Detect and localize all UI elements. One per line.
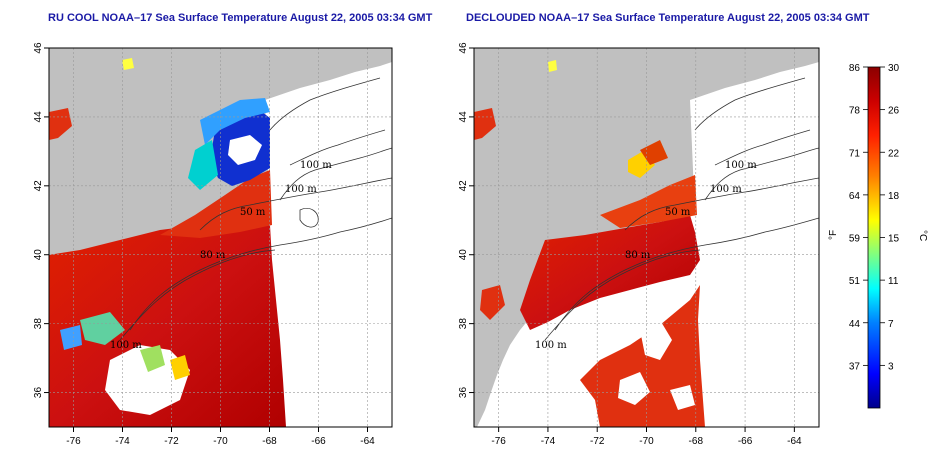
- left-panel-title: RU COOL NOAA–17 Sea Surface Temperature …: [48, 12, 433, 24]
- celsius-tick-label: 26: [888, 106, 900, 117]
- contour-label-2: 100 m: [285, 184, 317, 195]
- lat-tick-label: 46: [33, 42, 44, 54]
- lat-tick-label: 44: [33, 111, 44, 123]
- fahrenheit-tick-label: 59: [849, 234, 861, 245]
- lon-tick-label: -66: [311, 436, 326, 447]
- contour-label-5: 100 m: [110, 340, 142, 351]
- lat-tick-label: 36: [33, 387, 44, 399]
- colorbar-ticks: 30 26 22 18 15 11 7 3 86 78 71 64 59 51 44 37: [849, 63, 900, 372]
- lon-tick-label: -72: [164, 436, 179, 447]
- celsius-tick-label: 30: [888, 63, 900, 74]
- contour-label-3: 50 m: [665, 207, 691, 218]
- bathymetry-contours: [544, 77, 819, 341]
- lon-tick-label: -76: [491, 436, 506, 447]
- right-map-panel: 100 m 100 m 50 m 80 m 100 m -76 -74 -72 -70…: [458, 42, 820, 447]
- lat-tick-label: 40: [458, 249, 469, 261]
- lon-tick-label: -74: [541, 436, 556, 447]
- lon-tick-label: -70: [213, 436, 228, 447]
- lat-tick-label: 40: [33, 249, 44, 261]
- sst-declouded: [520, 215, 700, 330]
- lat-tick-label: 46: [458, 42, 469, 54]
- fahrenheit-tick-label: 64: [849, 191, 861, 202]
- right-panel-title: DECLOUDED NOAA–17 Sea Surface Temperatur…: [466, 12, 870, 24]
- contour-label-4: 80 m: [200, 250, 226, 261]
- fahrenheit-tick-label: 78: [849, 106, 861, 117]
- bathymetry-contours: [119, 77, 392, 341]
- lat-tick-label: 38: [458, 318, 469, 330]
- celsius-tick-label: 7: [888, 319, 894, 330]
- fahrenheit-label: °F: [828, 230, 839, 240]
- contour-label-1: 100 m: [300, 160, 332, 171]
- fahrenheit-tick-label: 44: [849, 319, 861, 330]
- lon-tick-label: -64: [787, 436, 802, 447]
- celsius-tick-label: 18: [888, 191, 900, 202]
- celsius-tick-label: 11: [888, 276, 899, 287]
- contour-label-3: 50 m: [240, 207, 266, 218]
- contour-label-1: 100 m: [725, 160, 757, 171]
- lat-tick-label: 36: [458, 387, 469, 399]
- colorbar: 30 26 22 18 15 11 7 3 86 78 71 64 59 51 44 37 °F °C: [828, 63, 928, 409]
- celsius-tick-label: 15: [888, 234, 900, 245]
- contour-label-5: 100 m: [535, 340, 567, 351]
- celsius-label: °C: [917, 230, 928, 241]
- lon-tick-label: -68: [689, 436, 704, 447]
- celsius-tick-label: 22: [888, 148, 900, 159]
- lat-tick-label: 38: [33, 318, 44, 330]
- lon-tick-label: -76: [66, 436, 81, 447]
- left-map-panel: 100 m 100 m 50 m 80 m 100 m -76 -74 -72 -70…: [33, 42, 393, 447]
- lon-tick-label: -72: [590, 436, 605, 447]
- fahrenheit-tick-label: 71: [849, 148, 861, 159]
- lat-tick-label: 42: [458, 180, 469, 192]
- fahrenheit-tick-label: 37: [849, 361, 861, 372]
- lat-tick-label: 44: [458, 111, 469, 123]
- lon-tick-label: -70: [639, 436, 654, 447]
- lat-tick-label: 42: [33, 180, 44, 192]
- left-axis-ticks: -76 -74 -72 -70 -68 -66 -64 36 38 40 42 44 46: [33, 42, 375, 447]
- lon-tick-label: -66: [738, 436, 753, 447]
- lon-tick-label: -68: [262, 436, 277, 447]
- right-axis-ticks: -76 -74 -72 -70 -68 -66 -64 36 38 40 42 44 46: [458, 42, 802, 447]
- fahrenheit-tick-label: 86: [849, 63, 861, 74]
- contour-label-2: 100 m: [710, 184, 742, 195]
- colorbar-gradient: [867, 66, 881, 409]
- lon-tick-label: -74: [115, 436, 130, 447]
- contour-label-4: 80 m: [625, 250, 651, 261]
- celsius-tick-label: 3: [888, 361, 894, 372]
- lon-tick-label: -64: [360, 436, 375, 447]
- fahrenheit-tick-label: 51: [849, 276, 861, 287]
